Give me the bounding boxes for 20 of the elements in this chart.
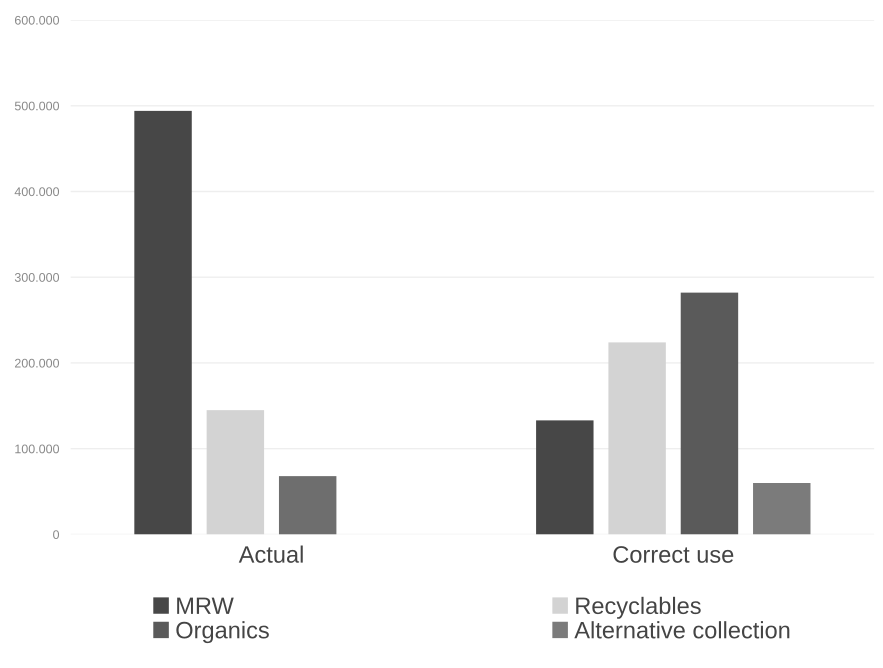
y-tick-label: 500.000 bbox=[14, 102, 60, 110]
bar bbox=[134, 110, 192, 534]
y-tick-label: 600.000 bbox=[14, 16, 60, 25]
y-tick-label: 400.000 bbox=[14, 187, 60, 196]
legend-label: Recyclables bbox=[576, 596, 701, 619]
bar bbox=[753, 482, 810, 534]
legend-label: Organics bbox=[176, 621, 269, 644]
y-tick-label: 100.000 bbox=[15, 444, 60, 454]
x-tick-label: Actual bbox=[238, 546, 303, 563]
x-tick-label: Correct use bbox=[613, 546, 734, 563]
bar bbox=[278, 476, 336, 534]
bar bbox=[608, 342, 666, 534]
bar bbox=[206, 410, 264, 534]
y-tick-label: 0 bbox=[53, 530, 60, 540]
legend-label: MRW bbox=[177, 598, 234, 614]
bar bbox=[680, 292, 738, 534]
bar bbox=[536, 420, 594, 534]
y-tick-label: 300.000 bbox=[14, 273, 60, 282]
y-tick-label: 200.000 bbox=[14, 358, 60, 368]
legend-label: Alternative collection bbox=[574, 621, 790, 639]
